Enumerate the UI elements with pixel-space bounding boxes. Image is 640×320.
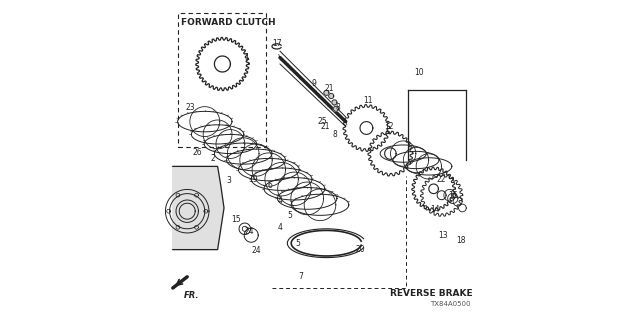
Text: REVERSE BRAKE: REVERSE BRAKE bbox=[390, 289, 473, 298]
Text: 4: 4 bbox=[278, 223, 282, 232]
Text: FORWARD CLUTCH: FORWARD CLUTCH bbox=[181, 18, 275, 27]
Text: 21: 21 bbox=[324, 84, 333, 92]
Text: 20: 20 bbox=[355, 245, 365, 254]
Text: 21: 21 bbox=[320, 122, 330, 131]
Text: 3: 3 bbox=[227, 176, 231, 185]
Text: 19: 19 bbox=[248, 175, 258, 184]
Text: 4: 4 bbox=[278, 196, 282, 204]
Text: 1: 1 bbox=[244, 53, 249, 62]
Text: 24: 24 bbox=[244, 227, 254, 236]
Text: 12: 12 bbox=[384, 122, 394, 131]
Text: 10: 10 bbox=[413, 68, 424, 76]
Text: 8: 8 bbox=[335, 103, 340, 112]
Text: 25: 25 bbox=[317, 117, 328, 126]
Polygon shape bbox=[333, 106, 339, 111]
Text: TX84A0500: TX84A0500 bbox=[430, 301, 470, 307]
Text: 17: 17 bbox=[272, 39, 282, 48]
Text: 18: 18 bbox=[456, 236, 465, 245]
Text: 5: 5 bbox=[287, 212, 292, 220]
Text: 9: 9 bbox=[311, 79, 316, 88]
Text: 14: 14 bbox=[429, 205, 440, 214]
Text: 8: 8 bbox=[332, 130, 337, 139]
Text: 2: 2 bbox=[211, 154, 215, 163]
Polygon shape bbox=[332, 100, 337, 105]
Polygon shape bbox=[329, 93, 334, 99]
Polygon shape bbox=[173, 166, 224, 250]
Text: FR.: FR. bbox=[184, 291, 200, 300]
Text: 11: 11 bbox=[364, 96, 372, 105]
Text: 23: 23 bbox=[186, 103, 195, 112]
Text: 6: 6 bbox=[268, 181, 273, 190]
Text: 24: 24 bbox=[251, 246, 261, 255]
Text: 7: 7 bbox=[298, 272, 303, 281]
Text: 5: 5 bbox=[295, 239, 300, 248]
Text: 15: 15 bbox=[231, 215, 241, 224]
Text: 13: 13 bbox=[438, 231, 448, 240]
Polygon shape bbox=[324, 90, 329, 95]
Text: 16: 16 bbox=[448, 191, 458, 200]
Text: 26: 26 bbox=[193, 148, 203, 156]
Text: 22: 22 bbox=[437, 175, 446, 184]
